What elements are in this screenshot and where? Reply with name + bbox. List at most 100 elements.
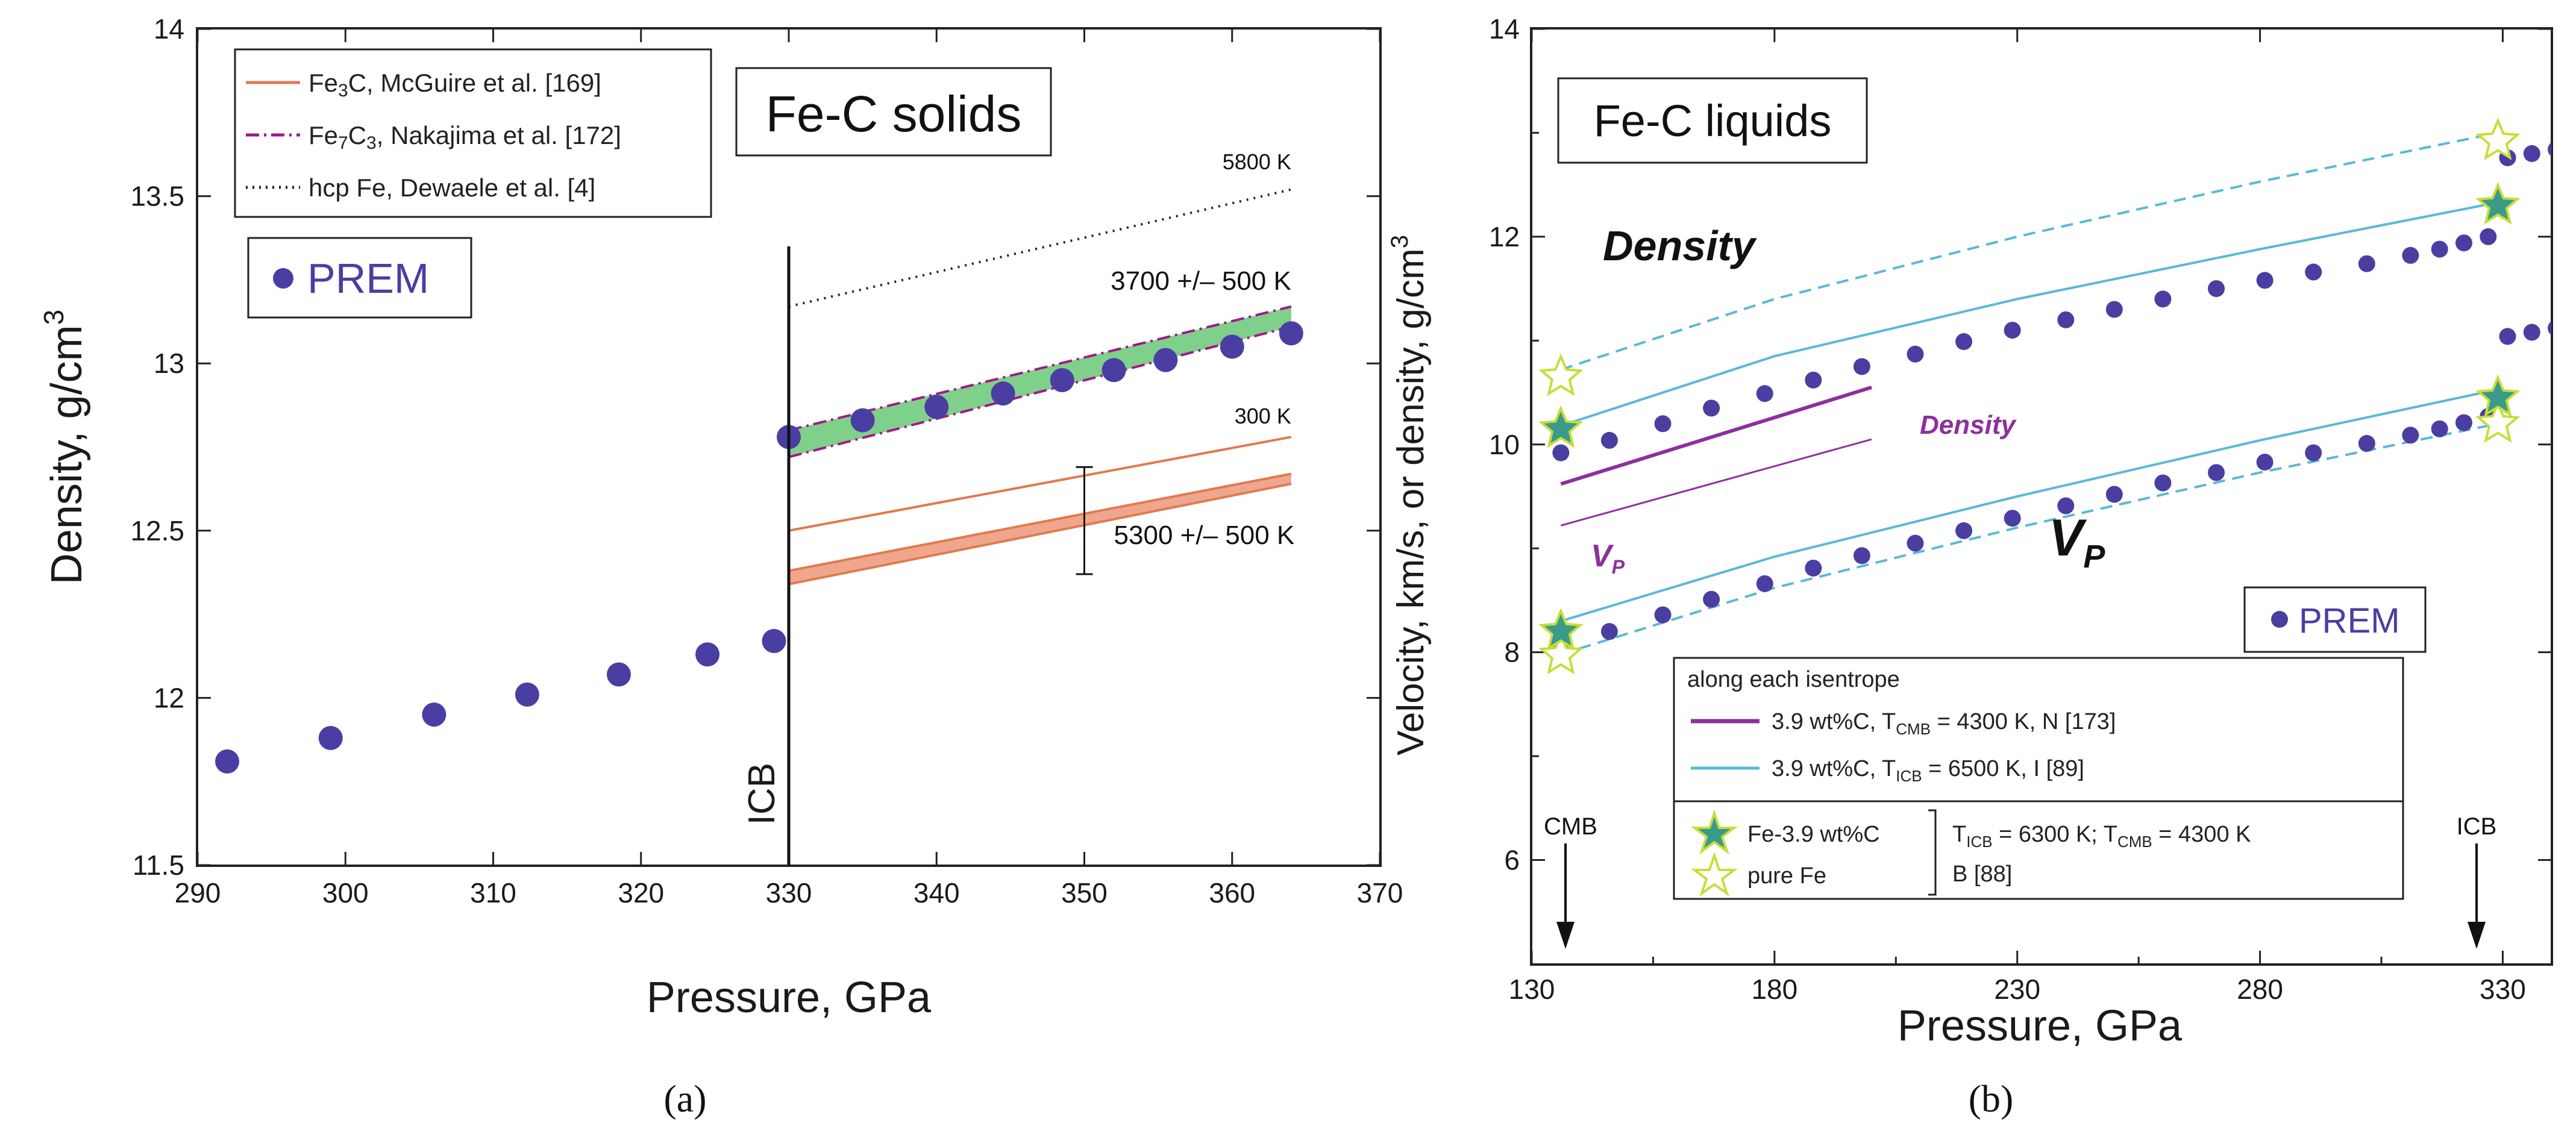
legend-star-fe39 [1691, 809, 1738, 855]
x-tick-label: 130 [1509, 974, 1555, 1005]
prem-density-point [2523, 145, 2540, 162]
panel-a-title-box: Fe-C solids [735, 67, 1052, 157]
panel-b-vp-label: VP [2049, 509, 2105, 575]
legend-star-pure-fe [1691, 851, 1738, 897]
x-tick-label: 320 [618, 877, 664, 909]
fe7c3-lower-line [788, 325, 1292, 458]
x-tick-label: 180 [1751, 974, 1797, 1005]
x-tick-label: 360 [1209, 877, 1255, 909]
panel-b-plot-frame [1530, 27, 2553, 966]
panel-b-prem-marker [2271, 611, 2288, 628]
pure-fe-star [2475, 117, 2521, 160]
fe-39-star [2475, 182, 2521, 225]
prem-vp-point [2004, 510, 2021, 527]
prem-density-point [2105, 301, 2123, 318]
legend-bracket [1928, 809, 1937, 896]
prem-vp-point [1955, 522, 1973, 539]
y-tick-label: 11.5 [133, 849, 184, 881]
fe3c-band-upper [788, 472, 1292, 572]
pure-fe-star [1538, 353, 1584, 396]
prem-vp-point [2431, 420, 2448, 437]
x-tick-label: 300 [322, 877, 369, 909]
legend-label-fe3c: Fe3C, McGuire et al. [169] [309, 69, 601, 101]
prem-point [515, 682, 539, 707]
x-tick-label: 280 [2237, 974, 2283, 1005]
legend-condition-2: B [88] [1952, 862, 2012, 887]
prem-point [850, 408, 875, 433]
panel-b-legend-frame [1673, 657, 2404, 900]
prem-vp-point [2208, 464, 2225, 481]
x-tick-label: 350 [1061, 877, 1108, 909]
legend-label-fe7c3: Fe7C3, Nakajima et al. [172] [309, 121, 621, 153]
prem-density-point [2208, 280, 2225, 298]
prem-density-point [1853, 358, 1870, 375]
panel-b-caption: (b) [1969, 1077, 2014, 1120]
fe-c-density-curve [1560, 201, 2498, 427]
legend-label-hcp: hcp Fe, Dewaele et al. [4] [309, 174, 595, 202]
prem-density-point [2455, 234, 2472, 252]
prem-point [215, 749, 240, 774]
panel-b-density-label: Density [1603, 222, 1757, 269]
fe-39-star [1538, 405, 1584, 448]
label-5800k: 5800 K [1223, 149, 1291, 174]
fe3c-300k-line [788, 436, 1292, 532]
panel-a-caption: (a) [663, 1077, 706, 1120]
prem-vp-point [2402, 427, 2419, 444]
prem-point [762, 629, 786, 654]
prem-point [318, 726, 343, 751]
panel-a-prem-legend: PREM [247, 237, 472, 319]
panel-a-ticks [196, 28, 1381, 866]
prem-vp-point [1703, 590, 1720, 608]
panel-b-y-axis-title: Velocity, km/s, or density, g/cm3 [1387, 235, 1432, 755]
panel-a-plot-frame [196, 27, 1382, 867]
prem-density-point [1805, 371, 1822, 389]
panel-a-y-axis-title: Density, g/cm3 [38, 310, 91, 584]
fe3c-band [789, 474, 1291, 584]
panel-b-prem-points [1552, 142, 2551, 654]
prem-density-point [1703, 399, 1720, 417]
fe-39-star [1538, 608, 1584, 651]
prem-density-point [1600, 431, 1618, 449]
panel-a-error-bar [1076, 466, 1093, 575]
x-tick-label: 330 [766, 877, 812, 909]
prem-legend-marker [273, 268, 293, 289]
panel-a-tick-labels: 290 300 310 320 330 340 350 360 370 11.5 12 12.5 13 1… [130, 13, 1403, 909]
prem-density-point [2004, 322, 2021, 339]
pure-fe-vp-curve [1560, 422, 2498, 656]
prem-density-ic-point [2499, 328, 2516, 345]
label-3700k: 3700 +/– 500 K [1111, 266, 1291, 296]
legend-frame [234, 48, 712, 218]
prem-point [1279, 321, 1303, 346]
legend-row3: Fe-3.9 wt%C [1747, 822, 1880, 847]
prem-point [1102, 358, 1126, 383]
panel-a-x-axis-title: Pressure, GPa [647, 974, 932, 1022]
panel-b-prem-legend: PREM [2243, 586, 2427, 653]
panel-b-chart: 130 180 230 280 330 6 8 10 12 14 Fe-C liquids Den… [1387, 13, 2553, 1120]
prem-vp-point [1600, 623, 1618, 640]
prem-point [924, 395, 949, 419]
pure-fe-star [2475, 400, 2521, 443]
prem-density-point [1955, 333, 1973, 351]
panel-b-inset-vp-label: VP [1591, 539, 1625, 578]
legend-row2: 3.9 wt%C, TICB = 6500 K, I [89] [1772, 756, 2084, 785]
prem-vp-point [2105, 486, 2123, 503]
fe7c3-upper-line [788, 305, 1292, 432]
prem-density-point [2256, 272, 2274, 289]
cmb-arrow-head [1556, 922, 1575, 949]
x-tick-label: 370 [1357, 877, 1403, 909]
cmb-marker: CMB [1544, 813, 1597, 949]
legend-header: along each isentrope [1687, 667, 1900, 692]
panel-a-prem-points [215, 321, 1303, 774]
prem-vp-point [1805, 559, 1822, 577]
panel-b-star-markers [1538, 117, 2521, 675]
n173-vp-curve [1560, 438, 1872, 527]
x-tick-label: 330 [2480, 974, 2526, 1005]
panel-b-title-frame [1557, 77, 1868, 164]
panel-b-legend: along each isentrope 3.9 wt%C, TCMB = 43… [1673, 657, 2404, 900]
prem-legend-label: PREM [307, 255, 429, 302]
prem-vp-point [1907, 534, 1924, 552]
prem-density-ic-point [2548, 321, 2551, 336]
y-tick-label: 12.5 [130, 515, 184, 546]
prem-point [606, 662, 631, 687]
